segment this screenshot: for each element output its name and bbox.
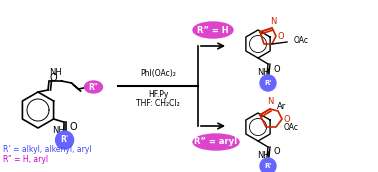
Ellipse shape	[193, 22, 233, 38]
Text: Ar: Ar	[277, 102, 287, 111]
Circle shape	[260, 158, 276, 172]
Text: NH: NH	[49, 68, 62, 77]
Text: OAc: OAc	[294, 35, 309, 45]
Text: R': R'	[264, 163, 272, 169]
Text: THF: CH₂Cl₂: THF: CH₂Cl₂	[136, 99, 180, 108]
Text: O: O	[273, 148, 280, 157]
Text: R’ = alkyl, alkenyl, aryl: R’ = alkyl, alkenyl, aryl	[3, 146, 91, 154]
Text: N: N	[270, 17, 276, 26]
Text: R': R'	[60, 136, 69, 144]
Text: NH: NH	[52, 126, 65, 135]
Text: NH: NH	[258, 151, 270, 160]
Text: N: N	[267, 97, 273, 106]
Text: O: O	[70, 122, 77, 132]
Text: PhI(OAc)₂: PhI(OAc)₂	[140, 69, 176, 78]
Ellipse shape	[85, 81, 102, 93]
Text: O: O	[273, 64, 280, 73]
Text: R” = aryl: R” = aryl	[194, 137, 237, 147]
Text: O: O	[283, 115, 290, 123]
Text: OAc: OAc	[284, 122, 299, 132]
Text: O: O	[278, 31, 285, 40]
Text: R': R'	[264, 80, 272, 86]
Circle shape	[260, 75, 276, 91]
Text: HF.Py: HF.Py	[148, 90, 168, 99]
Text: O: O	[49, 73, 57, 83]
Text: R” = H: R” = H	[197, 25, 229, 35]
Circle shape	[56, 131, 74, 149]
Text: R": R"	[88, 83, 98, 92]
Text: R” = H, aryl: R” = H, aryl	[3, 155, 48, 164]
Text: NH: NH	[258, 68, 270, 77]
Ellipse shape	[193, 134, 239, 150]
